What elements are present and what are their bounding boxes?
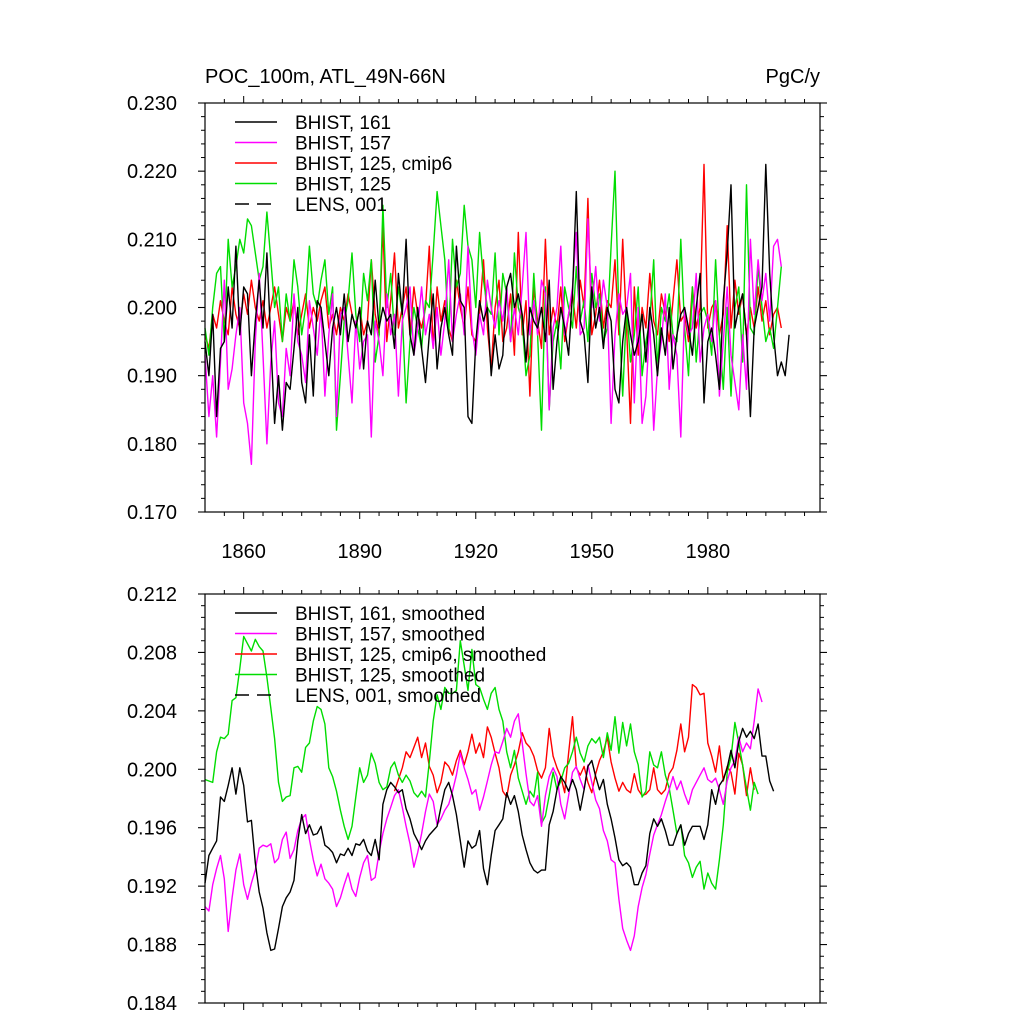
y-tick-label: 0.230 [127,93,177,115]
top-chart-panel: 0.170 0.180 0.190 0.200 0.210 0.220 0.230 1860 1… [127,66,827,563]
series-line-bhist-125-cmip6 [204,163,782,425]
series-line-bhist-125-smoothed [204,635,759,890]
legend-label-lens-001: LENS, 001 [295,195,387,216]
x-tick-label: 1920 [454,541,499,563]
x-tick-label: 1950 [570,541,615,563]
chart-title-left: POC_100m, ATL_49N-66N [205,66,446,88]
x-tick-label: 1980 [686,541,731,563]
chart-title-right: PgC/y [766,66,820,88]
x-tick-label: 1890 [337,541,382,563]
legend-label-bhist-161: BHIST, 161 [295,113,391,134]
y-tick-label: 0.200 [127,759,177,781]
bottom-chart-panel: 0.184 0.188 0.192 0.196 0.200 0.204 0.208 0.212… [127,584,827,1015]
y-tick-label: 0.180 [127,434,177,456]
y-tick-label: 0.192 [127,876,177,898]
legend-label-bhist-125-cmip6: BHIST, 125, cmip6 [295,154,452,175]
series-line-bhist-161-smoothed [204,723,775,952]
series-line-bhist-125 [204,170,782,431]
y-tick-label: 0.200 [127,298,177,320]
y-tick-label: 0.220 [127,161,177,183]
y-tick-label: 0.188 [127,935,177,957]
legend-label-bhist-125: BHIST, 125 [295,175,391,196]
y-tick-label: 0.212 [127,584,177,606]
series-line-bhist-157-smoothed [204,688,763,952]
legend-label-bhist-157-smoothed: BHIST, 157, smoothed [295,625,485,646]
y-tick-label: 0.208 [127,642,177,664]
y-tick-label: 0.184 [127,993,177,1015]
series-line-bhist-161 [204,163,790,431]
y-tick-label: 0.210 [127,229,177,251]
y-tick-label: 0.196 [127,818,177,840]
y-tick-label: 0.190 [127,366,177,388]
y-tick-label: 0.170 [127,502,177,524]
y-tick-label: 0.204 [127,701,177,723]
plot-frame [204,593,821,1004]
legend-label-lens-001-smoothed: LENS, 001, smoothed [295,686,481,707]
legend-label-bhist-161-smoothed: BHIST, 161, smoothed [295,604,485,625]
legend-label-bhist-125-smoothed: BHIST, 125, smoothed [295,666,485,687]
legend-label-bhist-125-cmip6-smoothed: BHIST, 125, cmip6, smoothed [295,645,546,666]
x-tick-label: 1860 [221,541,266,563]
legend-label-bhist-157: BHIST, 157 [295,134,391,155]
